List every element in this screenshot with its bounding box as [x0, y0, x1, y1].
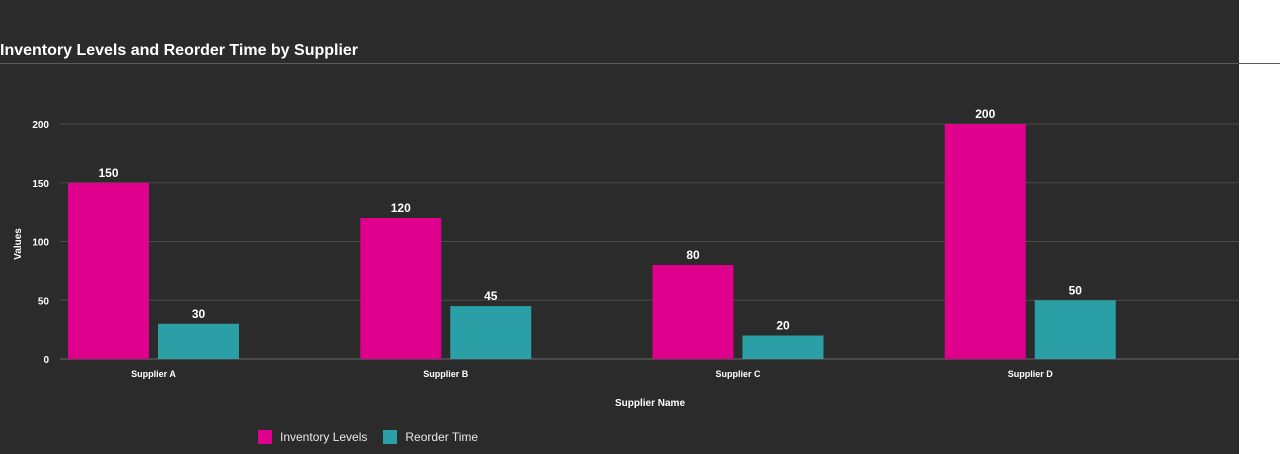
- x-tick-label: Supplier A: [131, 369, 176, 379]
- legend: Inventory Levels Reorder Time: [258, 430, 494, 444]
- legend-swatch: [258, 430, 272, 444]
- axes: Supplier Name Values 0 50 100 150 200 Supplie…: [13, 120, 1053, 409]
- y-tick-label: 150: [32, 179, 49, 190]
- chart-title: Inventory Levels and Reorder Time by Sup…: [0, 42, 359, 59]
- x-axis-label: Supplier Name: [615, 398, 685, 409]
- legend-swatch: [383, 430, 398, 444]
- bar: [158, 323, 239, 359]
- legend-label: Inventory Levels: [280, 430, 368, 444]
- bar: [742, 335, 824, 359]
- legend-item-inventory-levels[interactable]: Inventory Levels: [258, 430, 367, 444]
- legend-item-reorder-time[interactable]: Reorder Time: [383, 430, 478, 444]
- bar: [1034, 300, 1116, 359]
- y-tick-label: 200: [32, 120, 49, 131]
- legend-label: Reorder Time: [405, 430, 479, 444]
- bar-chart: 150 30 120 45 80 20 200 50 Supplier Name Values…: [13, 107, 1239, 409]
- bar-value-label: 30: [192, 307, 206, 321]
- bar: [450, 306, 532, 359]
- x-tick-label: Supplier B: [423, 369, 469, 379]
- bar-value-label: 120: [391, 201, 411, 215]
- x-tick-label: Supplier C: [715, 369, 761, 379]
- y-tick-label: 50: [38, 296, 50, 307]
- y-tick-label: 0: [43, 355, 49, 366]
- bar: [360, 218, 442, 359]
- bar-value-label: 20: [776, 319, 790, 333]
- bar-value-label: 45: [484, 289, 498, 303]
- title-divider: [0, 63, 1280, 64]
- bar-value-label: 150: [98, 166, 118, 180]
- bar-value-label: 50: [1069, 283, 1083, 297]
- y-axis-label: Values: [13, 228, 24, 260]
- x-tick-label: Supplier D: [1008, 369, 1054, 379]
- gridlines: [60, 123, 1239, 360]
- y-tick-label: 100: [32, 238, 49, 249]
- bars: 150 30 120 45 80 20 200 50: [68, 107, 1116, 359]
- bar-value-label: 80: [686, 248, 700, 262]
- bar: [944, 124, 1026, 359]
- bar: [652, 265, 734, 359]
- bar: [68, 182, 149, 359]
- bar-value-label: 200: [975, 107, 995, 121]
